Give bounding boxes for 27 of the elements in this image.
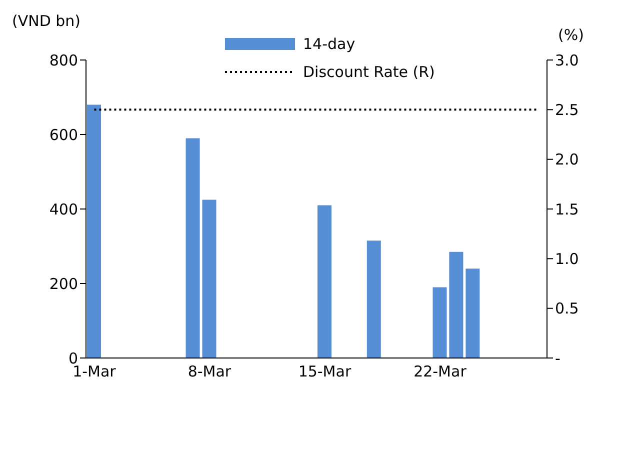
bar <box>186 138 200 358</box>
x-tick-label: 22-Mar <box>414 362 468 381</box>
legend-label: Discount Rate (R) <box>303 63 435 81</box>
bar <box>432 287 447 358</box>
y2-tick-label: 2.5 <box>555 100 579 119</box>
y2-tick-label: 0.5 <box>555 300 579 318</box>
y-tick-label: 600 <box>49 126 78 144</box>
y-tick-label: 800 <box>49 51 78 70</box>
y-tick-label: 200 <box>49 274 78 293</box>
y2-tick-label: 2.0 <box>555 150 579 169</box>
y2-tick-label: 1.5 <box>555 200 579 218</box>
bar <box>449 252 464 358</box>
bar <box>202 200 216 358</box>
bar <box>466 268 480 358</box>
legend-label: 14-day <box>303 35 356 53</box>
y2-tick-label: 3.0 <box>555 51 579 70</box>
y2-tick-label: - <box>555 349 560 368</box>
x-tick-label: 15-Mar <box>298 362 352 381</box>
y-tick-label: 400 <box>49 200 78 218</box>
y2-axis-title: (%) <box>558 26 584 44</box>
bar <box>318 205 332 358</box>
y-axis-title: (VND bn) <box>12 12 81 30</box>
x-tick-label: 8-Mar <box>188 362 232 381</box>
bar <box>87 104 101 358</box>
x-tick-label: 1-Mar <box>72 362 117 381</box>
bar <box>366 240 381 358</box>
y2-tick-label: 1.0 <box>555 250 579 268</box>
